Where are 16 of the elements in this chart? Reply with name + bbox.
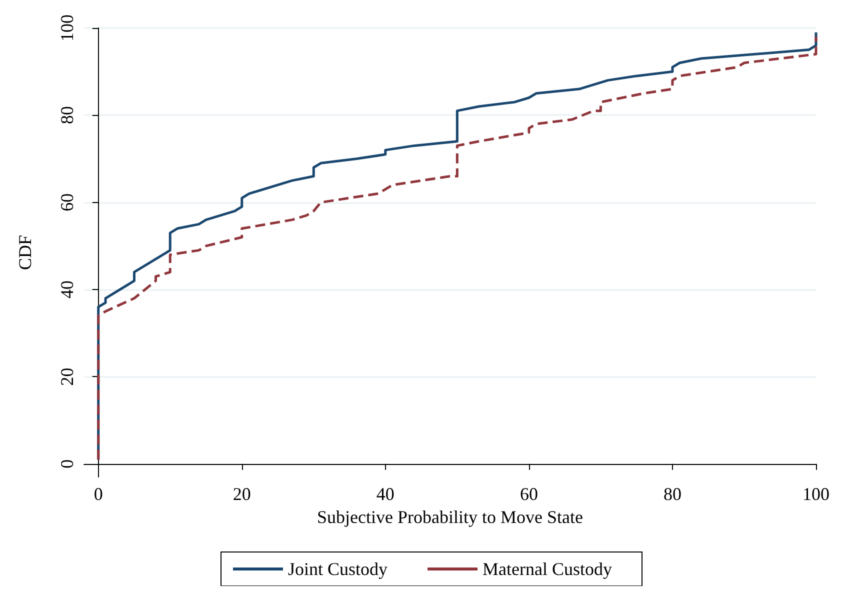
x-axis-title: Subjective Probability to Move State bbox=[317, 506, 583, 527]
x-tick-label: 20 bbox=[232, 484, 251, 504]
y-tick-label: 40 bbox=[57, 280, 77, 299]
y-tick-label: 0 bbox=[57, 459, 77, 468]
y-tick-label: 60 bbox=[57, 193, 77, 212]
x-tick-label: 60 bbox=[520, 484, 538, 504]
y-tick-label: 20 bbox=[57, 368, 77, 386]
x-tick-label: 80 bbox=[663, 484, 682, 504]
x-tick-label: 40 bbox=[376, 484, 394, 504]
x-tick-label: 0 bbox=[94, 484, 103, 504]
y-tick-label: 100 bbox=[57, 14, 77, 42]
legend-label: Maternal Custody bbox=[482, 559, 612, 579]
y-axis-title: CDF bbox=[15, 234, 35, 270]
x-tick-label: 100 bbox=[802, 484, 830, 504]
y-tick-label: 80 bbox=[57, 106, 77, 124]
legend-label: Joint Custody bbox=[288, 559, 388, 579]
